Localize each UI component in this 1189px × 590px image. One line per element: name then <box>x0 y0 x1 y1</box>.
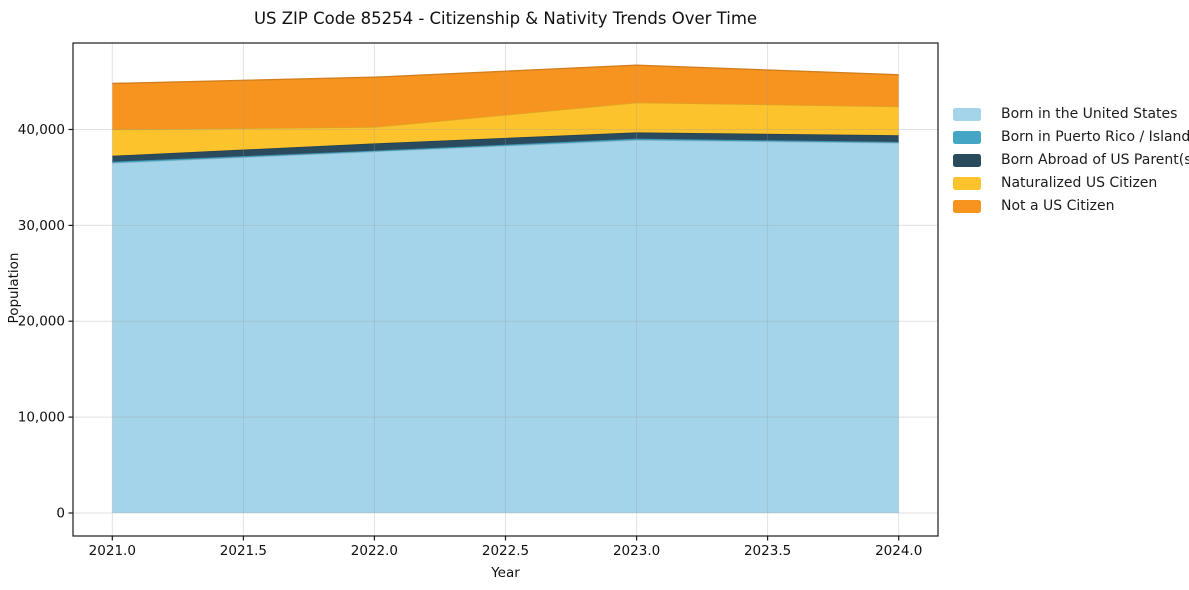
legend-item: Born in Puerto Rico / Islands <box>953 129 1189 145</box>
x-tick-label: 2023.0 <box>613 543 660 559</box>
legend-swatch-icon <box>953 130 981 144</box>
legend-item: Naturalized US Citizen <box>953 175 1189 191</box>
legend-label: Not a US Citizen <box>1001 198 1115 214</box>
legend-swatch-icon <box>953 199 981 213</box>
y-tick-label: 30,000 <box>18 218 65 234</box>
area-edge-4 <box>112 64 899 85</box>
area-series-0 <box>112 140 899 513</box>
area-series-3 <box>112 102 899 156</box>
area-series-4 <box>112 65 899 130</box>
legend: Born in the United States Born in Puerto … <box>953 106 1189 214</box>
chart-title: US ZIP Code 85254 - Citizenship & Nativi… <box>253 9 758 28</box>
legend-label: Naturalized US Citizen <box>1001 175 1158 191</box>
y-tick-label: 20,000 <box>18 314 65 330</box>
legend-swatch-icon <box>953 176 981 190</box>
legend-swatch-icon <box>953 107 981 121</box>
legend-label: Born Abroad of US Parent(s) <box>1001 152 1189 168</box>
x-axis-label: Year <box>491 565 520 581</box>
x-tick-label: 2021.5 <box>220 543 267 559</box>
y-tick-label: 40,000 <box>18 122 65 138</box>
legend-label: Born in the United States <box>1001 106 1178 122</box>
legend-swatch-icon <box>953 153 981 167</box>
x-tick-label: 2024.0 <box>875 543 922 559</box>
x-tick-label: 2022.5 <box>482 543 529 559</box>
legend-item: Born in the United States <box>953 106 1189 122</box>
area-edge-3 <box>112 101 899 131</box>
y-axis-label: Population <box>6 252 22 324</box>
legend-label: Born in Puerto Rico / Islands <box>1001 129 1189 145</box>
x-tick-label: 2021.0 <box>89 543 136 559</box>
legend-item: Not a US Citizen <box>953 198 1189 214</box>
x-tick-label: 2023.5 <box>744 543 791 559</box>
y-tick-label: 0 <box>56 506 65 522</box>
legend-item: Born Abroad of US Parent(s) <box>953 152 1189 168</box>
y-tick-label: 10,000 <box>18 410 65 426</box>
x-tick-label: 2022.0 <box>351 543 398 559</box>
